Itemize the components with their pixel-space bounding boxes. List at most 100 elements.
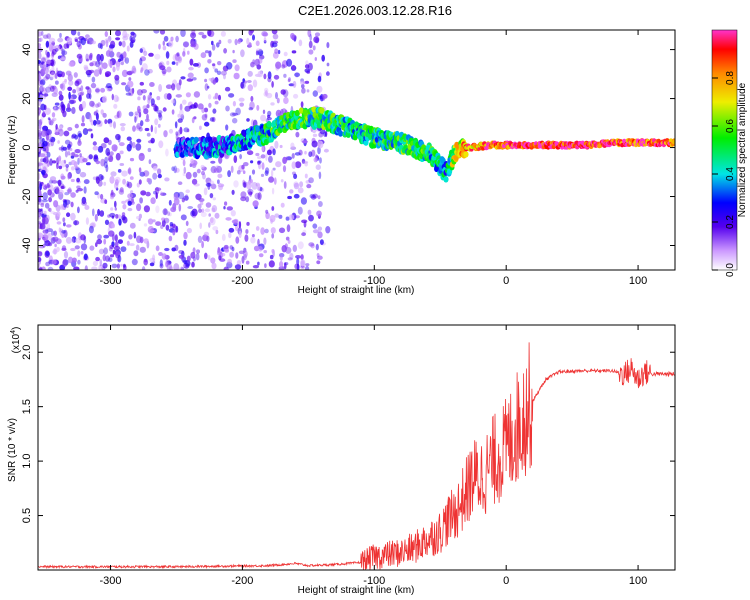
spectrogram-noise-point <box>171 83 176 91</box>
spectrogram-noise-point <box>215 229 219 235</box>
spectrogram-noise-point <box>67 172 70 180</box>
spectrogram-noise-point <box>61 230 66 234</box>
spectrogram-noise-point <box>38 129 42 137</box>
spectrogram-noise-point <box>221 233 226 242</box>
spectrogram-noise-point <box>232 49 235 54</box>
spectrogram-noise-point <box>236 260 242 266</box>
spectrogram-noise-point <box>156 96 161 101</box>
colorbar-tick-label: 0.6 <box>725 119 736 133</box>
spectrogram-noise-point <box>57 140 60 144</box>
spectrogram-noise-point <box>67 256 74 264</box>
spectrogram-x-axis-label: Height of straight line (km) <box>298 285 415 296</box>
spectrogram-noise-point <box>141 266 146 270</box>
spectrogram-noise-point <box>261 31 268 37</box>
spectrogram-noise-point <box>317 140 324 149</box>
spectrogram-noise-point <box>322 93 328 99</box>
spectrogram-noise-point <box>271 206 275 211</box>
spectrogram-noise-point <box>210 166 217 174</box>
spectrogram-noise-point <box>39 266 43 270</box>
spectrogram-noise-point <box>100 62 104 71</box>
spectrogram-noise-point <box>91 40 96 45</box>
spectrogram-noise-point <box>44 202 50 209</box>
spectrogram-noise-point <box>175 267 181 270</box>
spectrogram-noise-point <box>122 178 126 185</box>
spectrogram-noise-point <box>182 172 186 177</box>
spectrogram-noise-point <box>265 153 268 161</box>
spectrogram-noise-point <box>39 85 44 94</box>
spectrogram-noise-point <box>97 102 101 108</box>
spectrogram-noise-point <box>201 170 205 176</box>
spectrogram-noise-point <box>186 128 190 133</box>
spectrogram-noise-point <box>312 45 316 51</box>
spectrogram-noise-point <box>217 179 220 184</box>
spectrogram-noise-point <box>154 187 162 191</box>
spectrogram-noise-point <box>257 192 262 201</box>
spectrogram-noise-point <box>269 214 276 223</box>
spectrogram-noise-point <box>171 166 175 171</box>
spectrogram-noise-point <box>38 146 41 153</box>
spectrogram-noise-point <box>183 166 187 174</box>
spectrogram-noise-point <box>95 160 101 165</box>
spectrogram-noise-point <box>226 206 233 211</box>
spectrogram-noise-point <box>141 63 148 71</box>
spectrogram-noise-point <box>99 210 105 217</box>
spectrogram-noise-point <box>137 108 142 114</box>
spectrogram-noise-point <box>102 262 108 269</box>
spectrogram-noise-point <box>294 263 300 270</box>
spectrogram-noise-point <box>264 228 269 234</box>
spectrogram-noise-point <box>257 49 264 56</box>
spectrogram-noise-point <box>158 140 164 149</box>
spectrogram-noise-point <box>288 77 291 82</box>
spectrogram-noise-point <box>46 33 52 39</box>
spectrogram-noise-point <box>58 125 63 132</box>
spectrogram-noise-point <box>161 217 166 221</box>
spectrogram-noise-point <box>168 212 172 217</box>
spectrogram-noise-point <box>42 62 47 69</box>
spectrogram-noise-point <box>59 83 64 89</box>
spectrogram-noise-point <box>165 84 173 89</box>
spectrogram-noise-point <box>58 147 63 151</box>
spectrogram-noise-point <box>203 107 209 113</box>
spectrogram-noise-point <box>238 230 242 239</box>
spectrogram-noise-point <box>248 42 252 48</box>
spectrogram-noise-point <box>40 202 45 208</box>
spectrogram-noise-point <box>190 251 196 259</box>
spectrogram-noise-point <box>281 64 286 69</box>
spectrogram-noise-point <box>43 210 47 215</box>
spectrogram-ridge-point <box>463 151 469 158</box>
spectrogram-noise-point <box>71 152 76 156</box>
spectrogram-noise-point <box>306 184 312 189</box>
spectrogram-noise-point <box>139 197 144 204</box>
spectrogram-noise-point <box>209 193 214 199</box>
spectrogram-noise-point <box>111 263 118 269</box>
spectrogram-noise-point <box>96 53 101 62</box>
spectrogram-noise-point <box>275 161 282 168</box>
spectrogram-ridge-point <box>443 176 449 183</box>
spectrogram-noise-point <box>308 151 313 158</box>
spectrogram-noise-point <box>315 37 320 44</box>
spectrogram-noise-point <box>62 259 68 268</box>
spectrogram-noise-point <box>158 84 163 92</box>
spectrogram-noise-point <box>95 88 100 93</box>
spectrogram-noise-point <box>232 112 238 116</box>
spectrogram-noise-point <box>187 72 194 79</box>
spectrogram-noise-point <box>201 114 208 121</box>
spectrogram-noise-point <box>80 91 85 96</box>
spectrogram-noise-point <box>245 196 250 203</box>
spectrogram-noise-point <box>136 182 140 188</box>
spectrogram-noise-point <box>317 255 323 260</box>
snr-x-tick-label: -300 <box>100 575 122 587</box>
spectrogram-noise-point <box>44 146 49 154</box>
spectrogram-noise-point <box>104 255 111 262</box>
spectrogram-noise-point <box>102 112 107 118</box>
spectrogram-noise-point <box>209 117 215 122</box>
spectrogram-noise-point <box>263 73 267 80</box>
spectrogram-noise-point <box>153 30 160 34</box>
spectrogram-noise-point <box>218 94 221 101</box>
spectrogram-noise-point <box>135 143 142 151</box>
spectrogram-noise-point <box>146 104 150 109</box>
spectrogram-x-ticks: -300 -200 -100 0 100 <box>100 30 647 287</box>
spectrogram-noise-point <box>53 186 60 194</box>
spectrogram-noise-point <box>70 192 76 198</box>
colorbar-tick-label: 0.0 <box>725 263 736 277</box>
